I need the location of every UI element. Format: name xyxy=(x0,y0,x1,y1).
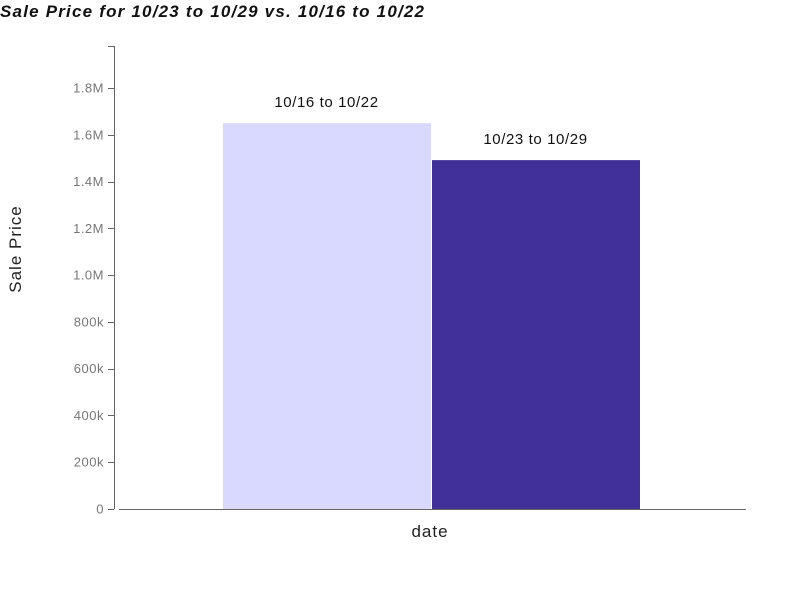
y-tick-label: 1.0M xyxy=(73,268,104,283)
bar xyxy=(432,160,640,509)
y-tick-label: 600k xyxy=(74,361,104,376)
y-tick-label: 1.2M xyxy=(73,221,104,236)
y-tick-label: 1.4M xyxy=(73,174,104,189)
y-tick-label: 0 xyxy=(96,502,104,517)
bar xyxy=(223,123,431,510)
y-tick-label: 200k xyxy=(74,455,104,470)
y-tick-label: 800k xyxy=(74,314,104,329)
y-axis-label: Sale Price xyxy=(6,205,25,292)
y-tick-label: 400k xyxy=(74,408,104,423)
y-axis-ticks: 0 200k 400k 600k 800k 1.0M 1.2M 1.4M 1.6M 1.8M xyxy=(73,81,114,517)
y-tick-label: 1.8M xyxy=(73,81,104,96)
bar-data-label: 10/16 to 10/22 xyxy=(274,94,378,111)
x-axis-label: date xyxy=(411,522,448,541)
chart-title: Sale Price for 10/23 to 10/29 vs. 10/16 … xyxy=(0,2,426,21)
bar-data-label: 10/23 to 10/29 xyxy=(483,131,587,148)
y-tick-label: 1.6M xyxy=(73,127,104,142)
bars: 10/16 to 10/22 10/23 to 10/29 xyxy=(223,94,640,510)
